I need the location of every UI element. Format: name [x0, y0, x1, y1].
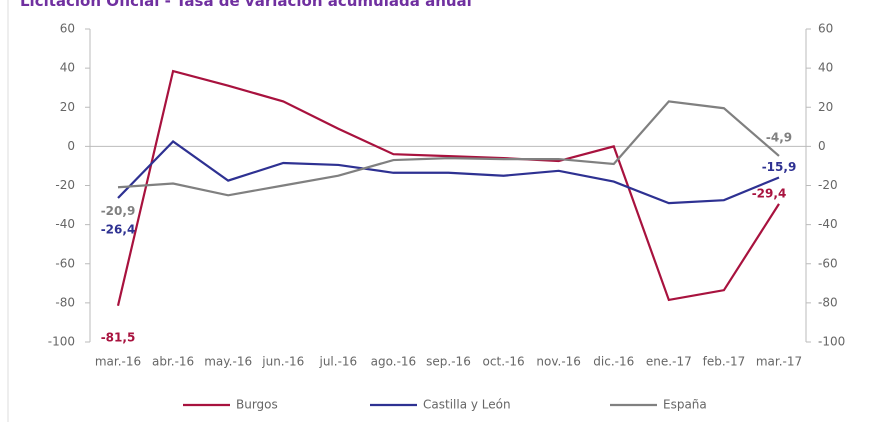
value-label: -26,4 — [101, 223, 136, 237]
x-tick-label: sep.-16 — [426, 355, 471, 369]
series-line — [117, 140, 780, 205]
x-tick-label: abr.-16 — [152, 355, 194, 369]
y-tick-label: -40 — [55, 217, 75, 231]
y2-tick-label: 20 — [818, 100, 833, 114]
series-line — [116, 69, 780, 307]
x-tick-label: nov.-16 — [536, 355, 581, 369]
y-tick-label: -60 — [55, 256, 75, 270]
y2-tick-label: -100 — [818, 335, 845, 349]
y-tick-label: 0 — [67, 139, 75, 153]
x-tick-label: may.-16 — [204, 355, 252, 369]
y-tick-label: 20 — [60, 100, 75, 114]
y-tick-label: -80 — [55, 295, 75, 309]
chart-title: Licitación Oficial - Tasa de variación a… — [20, 0, 472, 10]
x-tick-label: ene.-17 — [646, 355, 692, 369]
y2-tick-label: 0 — [818, 139, 826, 153]
value-label: -81,5 — [101, 330, 136, 344]
x-tick-label: oct.-16 — [483, 355, 525, 369]
y2-tick-label: -80 — [818, 295, 838, 309]
legend-label: España — [663, 398, 707, 412]
value-label: -15,9 — [762, 160, 797, 174]
series-line — [117, 100, 780, 197]
x-tick-label: feb.-17 — [703, 355, 746, 369]
y2-tick-label: 60 — [818, 22, 833, 36]
y-tick-label: 60 — [60, 22, 75, 36]
value-label: -4,9 — [766, 130, 792, 144]
value-label: -29,4 — [752, 186, 787, 200]
x-tick-label: mar.-16 — [95, 355, 141, 369]
value-label: -20,9 — [101, 204, 136, 218]
x-tick-label: dic.-16 — [593, 355, 634, 369]
y2-tick-label: 40 — [818, 61, 833, 75]
y2-tick-label: -40 — [818, 217, 838, 231]
x-tick-label: jul.-16 — [318, 355, 357, 369]
legend-label: Burgos — [236, 398, 278, 412]
y2-tick-label: -60 — [818, 256, 838, 270]
y-tick-label: 40 — [60, 61, 75, 75]
y-tick-label: -20 — [55, 178, 75, 192]
x-tick-label: ago.-16 — [371, 355, 417, 369]
y-tick-label: -100 — [48, 335, 75, 349]
x-tick-label: mar.-17 — [756, 355, 802, 369]
y2-tick-label: -20 — [818, 178, 838, 192]
x-tick-label: jun.-16 — [261, 355, 304, 369]
legend-label: Castilla y León — [423, 398, 511, 412]
